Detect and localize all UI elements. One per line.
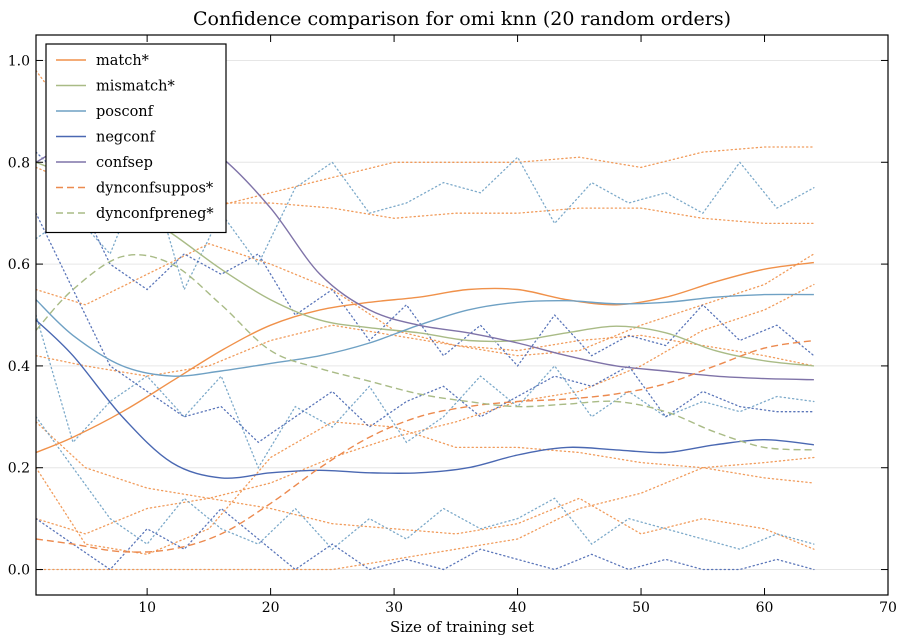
x-tick-label-2: 30 bbox=[385, 600, 403, 616]
y-tick-label-2: 0.4 bbox=[8, 359, 30, 375]
x-tick-label-5: 60 bbox=[756, 600, 774, 616]
y-tick-label-3: 0.6 bbox=[8, 257, 30, 273]
series-line-match bbox=[36, 261, 814, 454]
run-line-7 bbox=[36, 324, 815, 377]
series-line-dynconfpreneg bbox=[36, 254, 814, 451]
legend-label-match: match* bbox=[96, 53, 150, 69]
legend-label-posconf: posconf bbox=[96, 104, 155, 120]
y-tick-label-1: 0.2 bbox=[8, 461, 30, 477]
legend-label-confsep: confsep bbox=[96, 155, 153, 171]
run-line-2 bbox=[36, 283, 815, 499]
y-tick-label-4: 0.8 bbox=[8, 155, 30, 171]
chart-title: Confidence comparison for omi knn (20 ra… bbox=[193, 8, 731, 30]
series-line-negconf bbox=[36, 319, 814, 479]
run-line-9 bbox=[36, 314, 815, 470]
y-tick-label-0: 0.0 bbox=[8, 563, 30, 579]
x-tick-label-6: 70 bbox=[879, 600, 897, 616]
run-line-10 bbox=[36, 416, 815, 551]
x-tick-label-3: 40 bbox=[509, 600, 527, 616]
legend-label-mismatch: mismatch* bbox=[96, 79, 176, 95]
x-tick-label-4: 50 bbox=[632, 600, 650, 616]
run-line-5 bbox=[36, 497, 815, 550]
x-tick-label-1: 20 bbox=[262, 600, 280, 616]
run-line-12 bbox=[36, 507, 815, 571]
run-line-13 bbox=[36, 212, 815, 444]
run-line-6 bbox=[36, 242, 815, 357]
run-line-11 bbox=[36, 151, 815, 367]
legend: match* mismatch* posconf negconf confsep dync… bbox=[45, 43, 227, 234]
series-line-dynconfsuppos bbox=[36, 339, 815, 553]
run-line-3 bbox=[36, 421, 815, 555]
plot-frame bbox=[35, 34, 889, 596]
legend-label-dynconfpreneg: dynconfpreneg* bbox=[96, 206, 214, 222]
run-line-4 bbox=[36, 456, 815, 571]
legend-label-negconf: negconf bbox=[96, 130, 156, 146]
axis-ticks: 0.0 0.2 0.4 0.6 0.8 1.0 10 20 30 40 50 60 70 bbox=[8, 35, 897, 616]
y-tick-label-5: 1.0 bbox=[8, 53, 30, 69]
x-axis-label: Size of training set bbox=[390, 618, 534, 636]
legend-label-dynconfsuppos: dynconfsuppos* bbox=[96, 181, 214, 197]
x-tick-label-0: 10 bbox=[138, 600, 156, 616]
legend-box bbox=[45, 43, 227, 234]
